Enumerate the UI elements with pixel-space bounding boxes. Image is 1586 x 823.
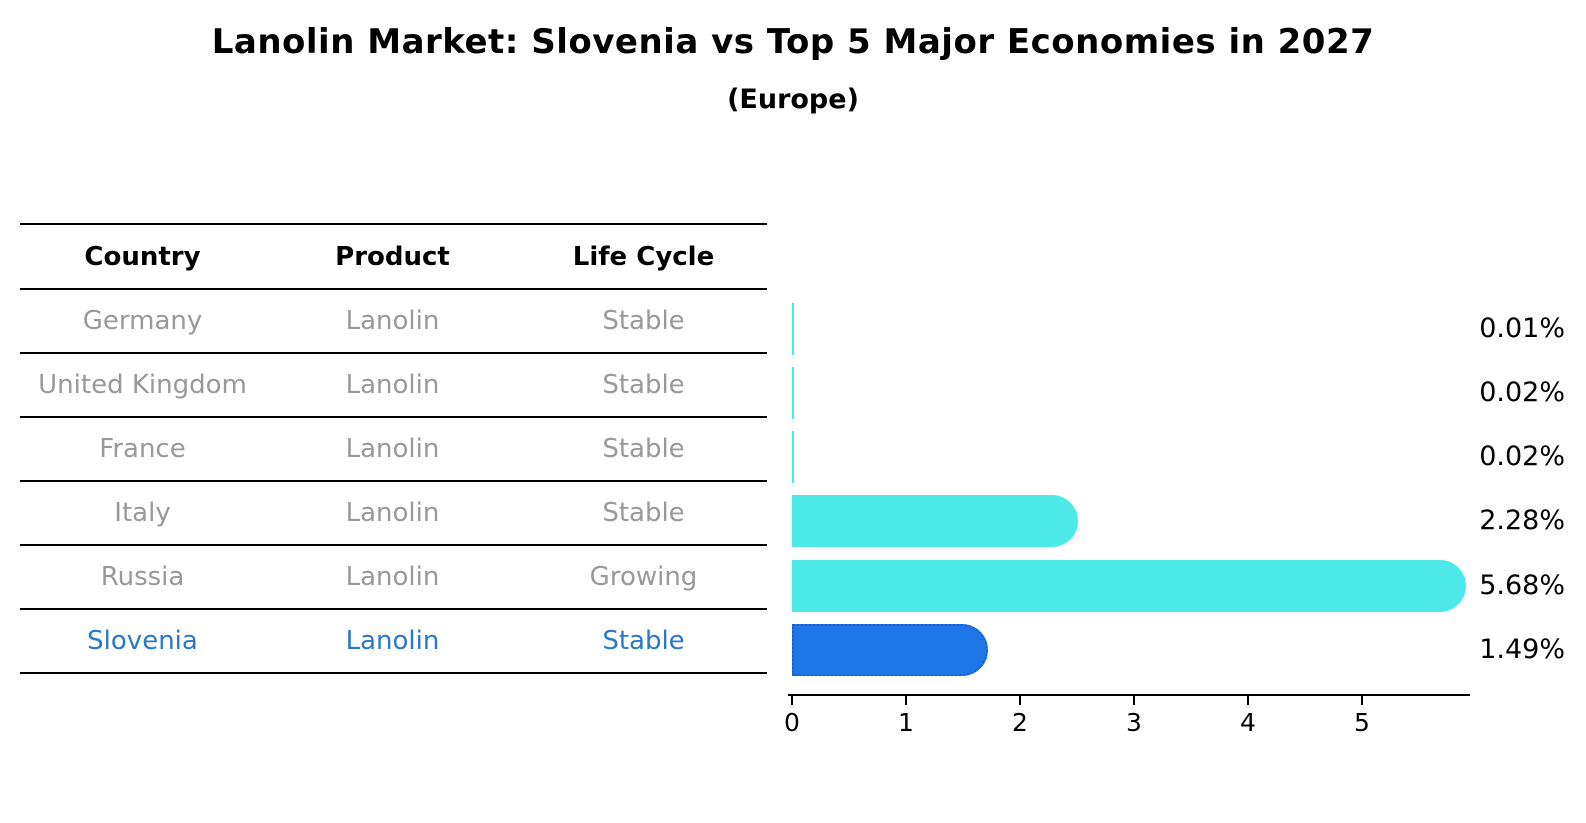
bar-slovenia <box>792 624 988 676</box>
table-cell-product: Lanolin <box>345 370 440 400</box>
table-body: Germany Lanolin Stable United Kingdom Lanoli… <box>20 290 767 674</box>
bar-france <box>792 431 795 483</box>
table-row-slovenia: Slovenia Lanolin Stable <box>20 610 767 674</box>
bar-value-label: 0.02% <box>1479 377 1565 408</box>
x-axis-tick-mark <box>1019 696 1021 705</box>
table-row-italy: Italy Lanolin Stable <box>20 482 767 546</box>
table-cell-product: Lanolin <box>345 626 440 656</box>
bar-russia <box>792 560 1466 612</box>
table-row-france: France Lanolin Stable <box>20 418 767 482</box>
table-header-product: Product <box>335 241 450 272</box>
x-axis-tick-label: 1 <box>898 708 914 737</box>
chart-subtitle: (Europe) <box>727 84 859 115</box>
x-axis-tick-mark <box>1247 696 1249 705</box>
x-axis-tick-mark <box>791 696 793 705</box>
bar-germany <box>792 303 794 355</box>
table-cell-product: Lanolin <box>345 434 440 464</box>
x-axis-tick-mark <box>1133 696 1135 705</box>
table-cell-country: Russia <box>100 562 185 592</box>
x-axis-tick-mark <box>905 696 907 705</box>
table-cell-life-cycle: Stable <box>602 306 685 336</box>
bar-value-label: 0.02% <box>1479 441 1565 472</box>
table-row-united-kingdom: United Kingdom Lanolin Stable <box>20 354 767 418</box>
table-header-row: Country Product Life Cycle <box>20 225 767 290</box>
chart-title: Lanolin Market: Slovenia vs Top 5 Major … <box>211 22 1375 62</box>
table-cell-country: United Kingdom <box>38 370 247 400</box>
x-axis-tick-label: 4 <box>1240 708 1256 737</box>
bar-value-label: 1.49% <box>1479 634 1565 665</box>
table-row-germany: Germany Lanolin Stable <box>20 290 767 354</box>
table-cell-country: Italy <box>114 498 171 528</box>
bar-italy <box>792 495 1078 547</box>
x-axis-tick-label: 0 <box>784 708 800 737</box>
bar-value-label: 5.68% <box>1479 570 1565 601</box>
x-axis-tick-mark <box>1361 696 1363 705</box>
table-cell-life-cycle: Stable <box>602 370 685 400</box>
table-cell-country: Germany <box>82 306 203 336</box>
x-axis-tick-label: 3 <box>1126 708 1142 737</box>
table-cell-product: Lanolin <box>345 498 440 528</box>
x-axis-tick-label: 5 <box>1354 708 1370 737</box>
x-axis-tick-label: 2 <box>1012 708 1028 737</box>
country-table: Country Product Life Cycle Germany Lanoli… <box>20 223 767 674</box>
table-cell-country: France <box>99 434 186 464</box>
table-row-russia: Russia Lanolin Growing <box>20 546 767 610</box>
table-cell-country: Slovenia <box>87 626 198 656</box>
table-cell-product: Lanolin <box>345 562 440 592</box>
table-cell-life-cycle: Stable <box>602 434 685 464</box>
bar-value-label: 2.28% <box>1479 505 1565 536</box>
x-axis-line <box>788 694 1470 696</box>
table-header-country: Country <box>84 241 201 272</box>
table-cell-life-cycle: Stable <box>602 498 685 528</box>
bar-value-label: 0.01% <box>1479 313 1565 344</box>
table-cell-product: Lanolin <box>345 306 440 336</box>
table-cell-life-cycle: Growing <box>589 562 698 592</box>
bar-united-kingdom <box>792 367 795 419</box>
table-header-life-cycle: Life Cycle <box>572 241 715 272</box>
table-cell-life-cycle: Stable <box>602 626 685 656</box>
